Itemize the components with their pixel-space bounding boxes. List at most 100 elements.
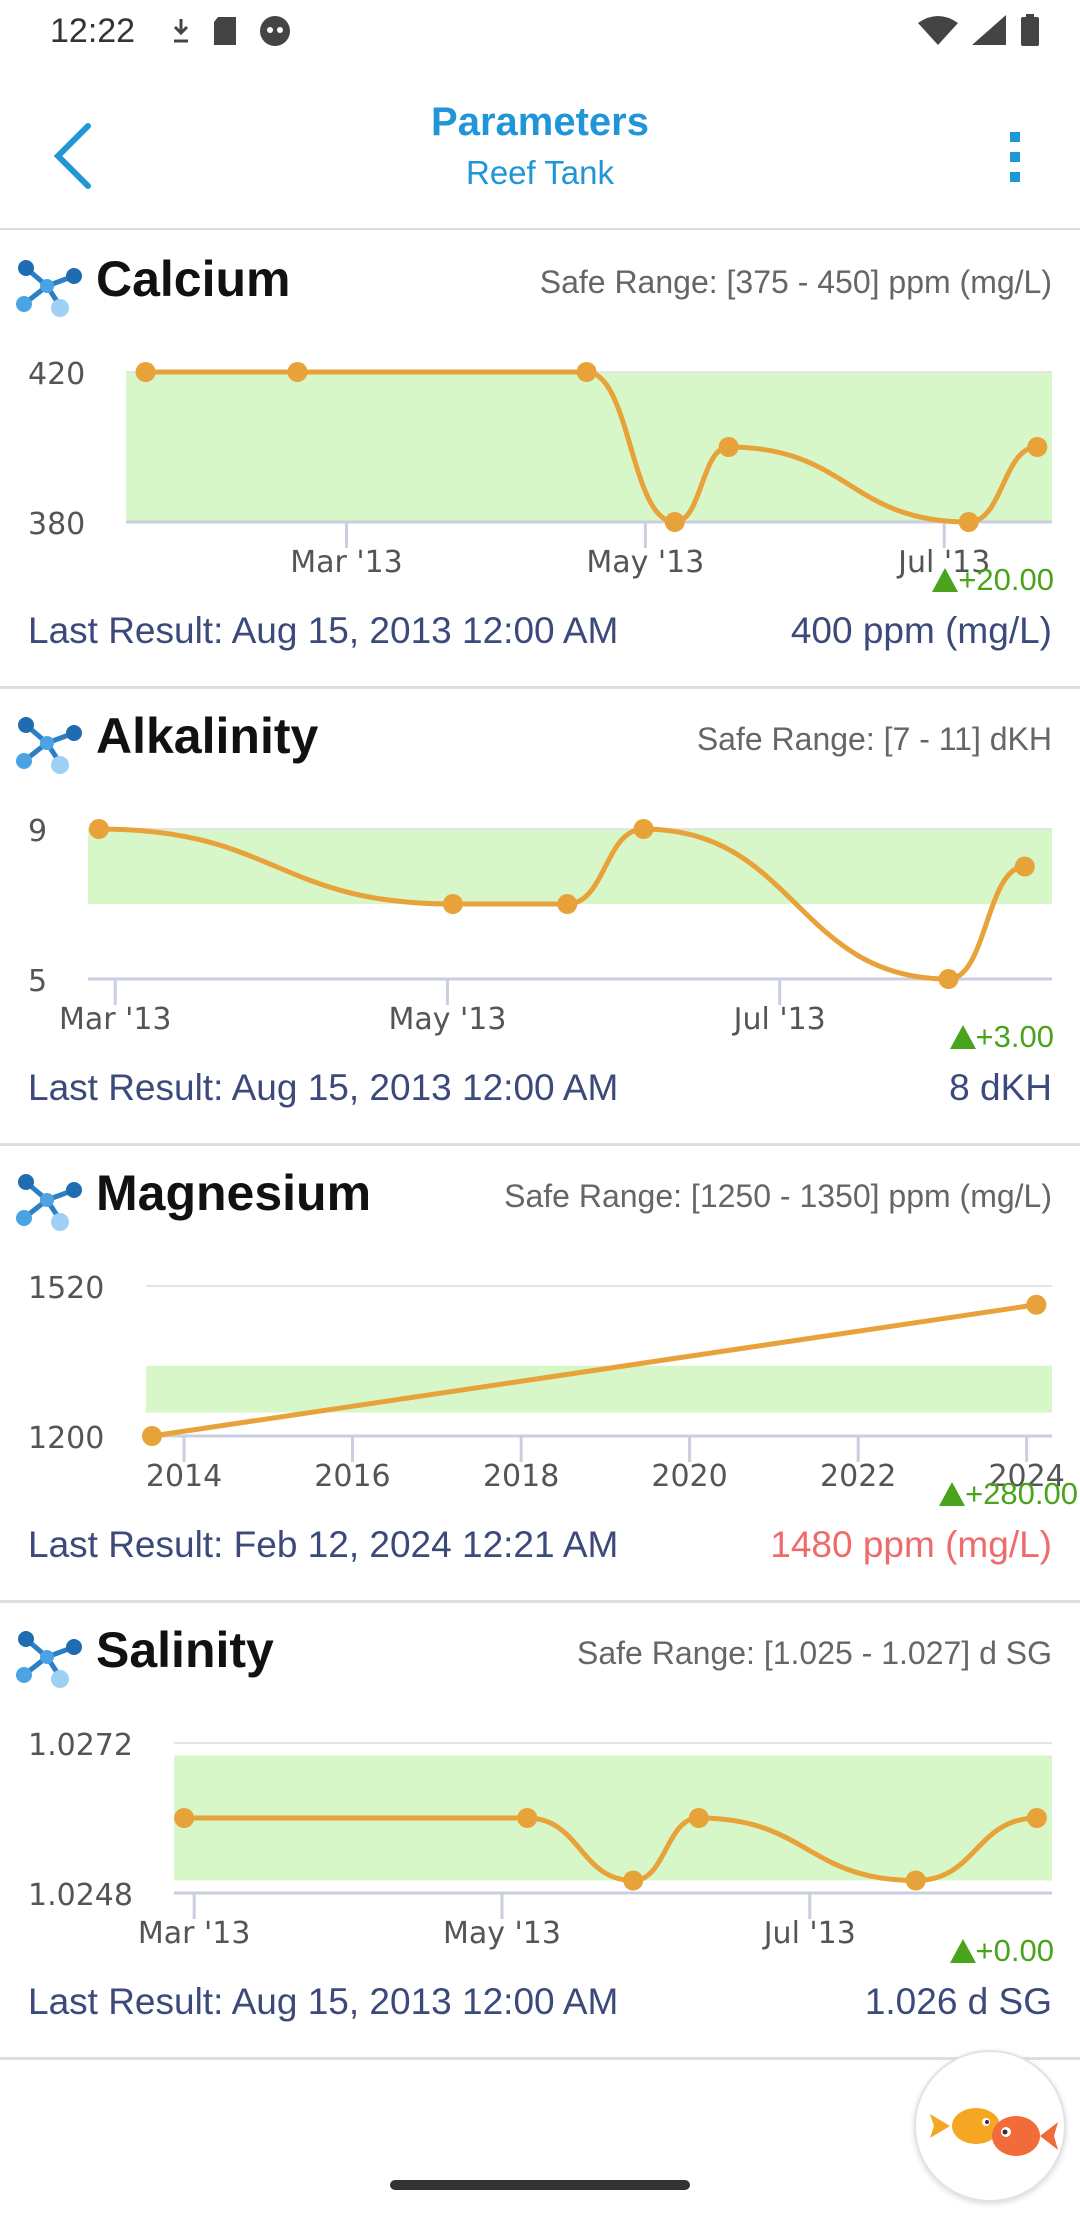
x-tick-label: 2024: [988, 1459, 1064, 1494]
y-tick-label: 1.0248: [28, 1878, 133, 1913]
x-tick-label: Mar '13: [290, 545, 403, 580]
last-result-label: Last Result: Aug 15, 2013 12:00 AM: [28, 1067, 619, 1108]
delta-value: +20.00: [958, 562, 1054, 597]
molecule-icon: [16, 1174, 82, 1231]
molecule-icon: [16, 1631, 82, 1688]
data-point: [141, 1426, 162, 1446]
x-tick-label: Mar '13: [59, 1002, 172, 1037]
home-indicator: [390, 2180, 690, 2190]
series-line: [184, 1815, 1037, 1884]
y-tick-label: 5: [28, 964, 47, 999]
x-tick-label: Mar '13: [138, 1916, 251, 1951]
app-notification-icon: [260, 16, 290, 46]
parameter-card-salinity[interactable]: Salinity Safe Range: [1.025 - 1.027] d S…: [0, 1603, 1080, 2060]
data-point: [623, 1870, 644, 1891]
y-tick-label: 380: [28, 507, 85, 542]
last-result-value: 400 ppm (mg/L): [790, 610, 1052, 651]
data-point: [517, 1808, 538, 1828]
fish-icon: [930, 2108, 1058, 2156]
molecule-icon: [16, 717, 82, 774]
parameter-name: Salinity: [96, 1622, 274, 1678]
parameter-card-magnesium[interactable]: Magnesium Safe Range: [1250 - 1350] ppm …: [0, 1146, 1080, 1603]
battery-icon: [1021, 14, 1039, 46]
parameter-name: Magnesium: [96, 1165, 372, 1221]
parameter-card-calcium[interactable]: Calcium Safe Range: [375 - 450] ppm (mg/…: [0, 232, 1080, 689]
safe-range-label: Safe Range: [1.025 - 1.027] d SG: [577, 1635, 1052, 1671]
y-tick-label: 1.0272: [28, 1728, 133, 1763]
x-tick-label: 2018: [483, 1459, 559, 1494]
y-tick-label: 1520: [28, 1271, 104, 1306]
overflow-menu-button[interactable]: [990, 122, 1040, 192]
data-point: [938, 969, 959, 989]
x-tick-label: 2016: [314, 1459, 390, 1494]
data-point: [718, 437, 739, 457]
status-time: 12:22: [50, 12, 136, 50]
data-point: [1026, 1294, 1047, 1315]
data-point: [958, 512, 979, 532]
delta-value: +0.00: [975, 1933, 1054, 1968]
data-point: [905, 1870, 926, 1891]
app-bar: Parameters Reef Tank: [0, 66, 1080, 230]
last-result-label: Last Result: Aug 15, 2013 12:00 AM: [28, 1981, 619, 2022]
page-subtitle: Reef Tank: [466, 154, 614, 191]
triangle-up-icon: [949, 1939, 976, 1963]
fish-fab-button[interactable]: [914, 2050, 1066, 2202]
delta-indicator: +20.00: [932, 562, 1054, 598]
back-arrow-icon: [53, 123, 91, 189]
status-bar: 12:22: [0, 0, 1080, 66]
parameter-name: Alkalinity: [96, 708, 319, 764]
trend-chart: 9 5 Mar '13 May '13 Jul '13: [28, 814, 1052, 1037]
data-point: [88, 819, 109, 839]
series-line: [151, 1302, 1037, 1439]
trend-chart: 1520 1200 2014 2016 2018 2020 2022 2024: [28, 1271, 1065, 1494]
data-point: [174, 1808, 195, 1828]
y-tick-label: 1200: [28, 1421, 104, 1456]
safe-range-band: [146, 1365, 1052, 1413]
triangle-up-icon: [932, 568, 959, 592]
data-point: [1014, 856, 1035, 877]
last-result-value: 1480 ppm (mg/L): [770, 1524, 1052, 1565]
wifi-icon: [918, 16, 958, 45]
more-vert-icon: [1010, 132, 1020, 182]
last-result-value: 8 dKH: [949, 1067, 1052, 1108]
x-tick-label: 2014: [146, 1459, 222, 1494]
y-tick-label: 420: [28, 357, 85, 392]
delta-indicator: +280.00: [939, 1476, 1078, 1512]
x-tick-label: 2022: [820, 1459, 896, 1494]
data-point: [664, 512, 685, 532]
triangle-up-icon: [949, 1025, 976, 1049]
data-point: [135, 362, 156, 382]
parameter-card-alkalinity[interactable]: Alkalinity Safe Range: [7 - 11] dKH 9 5 Ma…: [0, 689, 1080, 1146]
last-result-label: Last Result: Feb 12, 2024 12:21 AM: [28, 1524, 619, 1565]
back-button[interactable]: [40, 116, 110, 196]
safe-range-band: [126, 372, 1052, 522]
data-point: [557, 894, 578, 914]
delta-indicator: +0.00: [949, 1933, 1054, 1969]
data-point: [1026, 1808, 1047, 1828]
last-result-value: 1.026 d SG: [864, 1981, 1052, 2022]
series-line: [145, 369, 1038, 525]
cell-signal-icon: [972, 15, 1006, 45]
x-tick-label: May '13: [443, 1916, 561, 1951]
data-point: [1027, 437, 1048, 457]
y-tick-label: 9: [28, 814, 47, 849]
delta-value: +3.00: [975, 1019, 1054, 1054]
sd-card-icon: [214, 17, 236, 45]
download-icon: [173, 19, 189, 43]
delta-indicator: +3.00: [949, 1019, 1054, 1055]
x-tick-label: May '13: [586, 545, 704, 580]
data-point: [576, 362, 597, 382]
safe-range-label: Safe Range: [375 - 450] ppm (mg/L): [539, 264, 1052, 300]
page-title: Parameters: [431, 100, 649, 144]
triangle-up-icon: [939, 1482, 966, 1506]
data-point: [633, 819, 654, 839]
x-tick-label: Jul '13: [762, 1916, 856, 1951]
data-point: [442, 894, 463, 914]
safe-range-label: Safe Range: [7 - 11] dKH: [696, 721, 1052, 757]
last-result-label: Last Result: Aug 15, 2013 12:00 AM: [28, 610, 619, 651]
delta-value: +280.00: [965, 1476, 1078, 1511]
x-tick-label: Jul '13: [732, 1002, 826, 1037]
data-point: [287, 362, 308, 382]
